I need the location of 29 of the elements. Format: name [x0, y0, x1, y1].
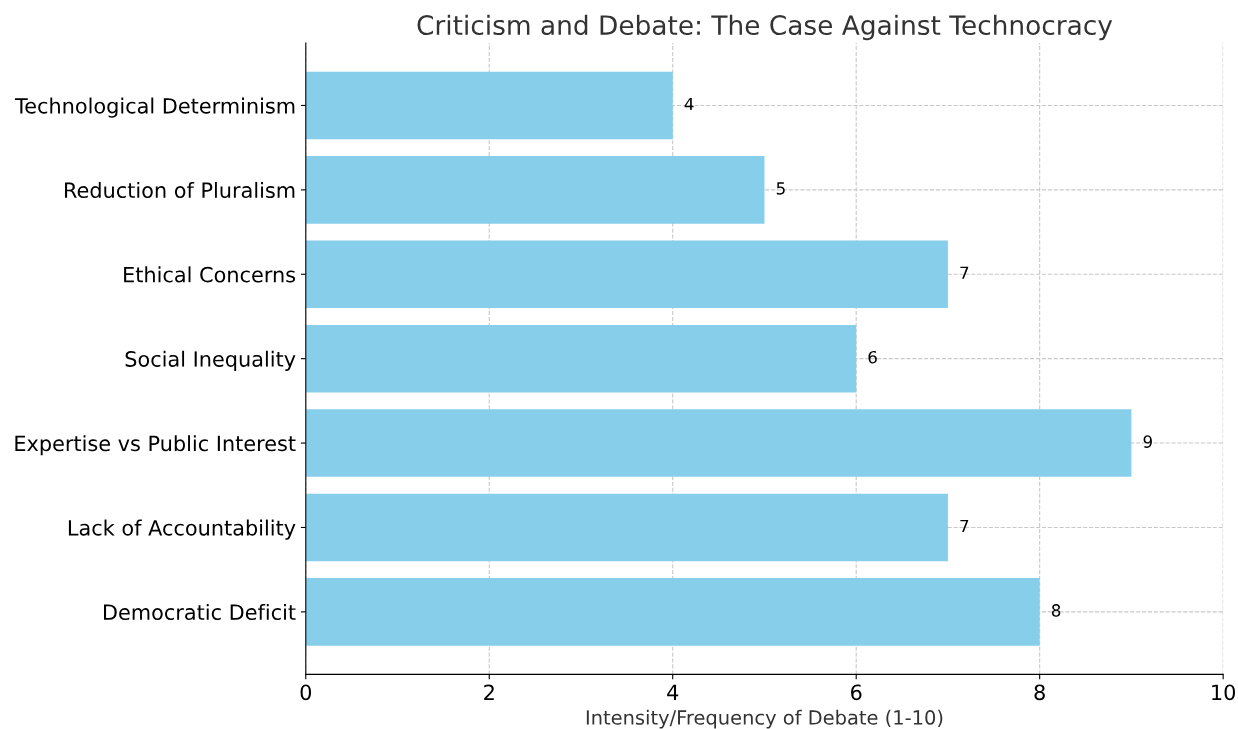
bar [305, 324, 857, 393]
y-tick-label: Democratic Deficit [104, 603, 296, 621]
x-tick-label: 10 [1212, 684, 1236, 701]
bar [305, 156, 765, 224]
y-tick-label: Technological Determinism [14, 97, 295, 118]
chart-title: Criticism and Debate: The Case Against Technocracy [417, 14, 1113, 41]
x-tick-label: 6 [851, 684, 862, 701]
data-label: 6 [868, 350, 877, 364]
data-label: 7 [960, 519, 969, 533]
x-tick-label: 0 [300, 684, 312, 701]
y-tick-label: Social Inequality [125, 350, 296, 371]
bar [305, 71, 673, 140]
x-axis-title: Intensity/Frequency of Debate (1-10) [586, 709, 943, 729]
data-label: 5 [776, 182, 785, 195]
data-label: 7 [960, 266, 969, 279]
x-tick-label: 4 [667, 684, 679, 700]
bar [305, 578, 1040, 646]
bar [305, 240, 948, 309]
x-tick-label: 2 [484, 684, 494, 700]
data-label: 4 [684, 97, 694, 111]
y-tick-label: Expertise vs Public Interest [15, 435, 296, 456]
bar [305, 493, 948, 562]
y-tick-label: Lack of Accountability [68, 519, 296, 540]
bar [305, 409, 1132, 477]
data-label: 9 [1143, 435, 1152, 448]
data-label: 8 [1051, 604, 1061, 617]
y-tick-label: Ethical Concerns [124, 266, 296, 283]
x-tick-label: 8 [1034, 684, 1045, 701]
y-tick-label: Reduction of Pluralism [65, 181, 295, 199]
